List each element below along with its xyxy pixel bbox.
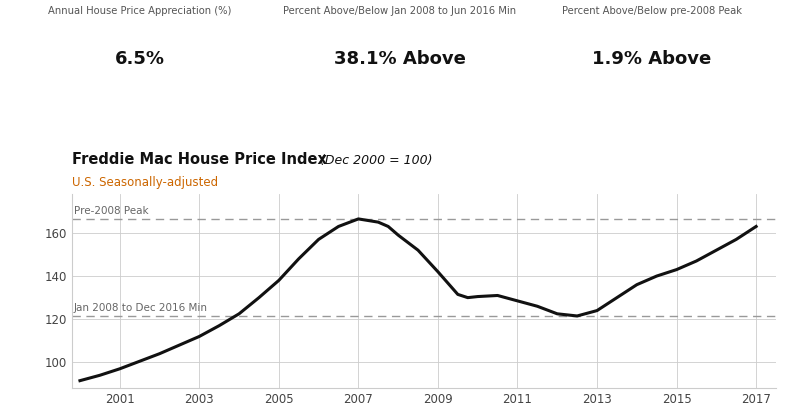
Text: Annual House Price Appreciation (%): Annual House Price Appreciation (%) [48, 6, 232, 16]
Text: Percent Above/Below Jan 2008 to Jun 2016 Min: Percent Above/Below Jan 2008 to Jun 2016… [283, 6, 517, 16]
Text: (Dec 2000 = 100): (Dec 2000 = 100) [316, 154, 433, 167]
Text: Pre-2008 Peak: Pre-2008 Peak [74, 206, 149, 216]
Text: 6.5%: 6.5% [115, 50, 165, 68]
Text: Jan 2008 to Dec 2016 Min: Jan 2008 to Dec 2016 Min [74, 304, 208, 313]
Text: Percent Above/Below pre-2008 Peak: Percent Above/Below pre-2008 Peak [562, 6, 742, 16]
Text: U.S. Seasonally-adjusted: U.S. Seasonally-adjusted [72, 176, 218, 188]
Text: 1.9% Above: 1.9% Above [592, 50, 712, 68]
Text: 38.1% Above: 38.1% Above [334, 50, 466, 68]
Text: Freddie Mac House Price Index: Freddie Mac House Price Index [72, 152, 327, 167]
